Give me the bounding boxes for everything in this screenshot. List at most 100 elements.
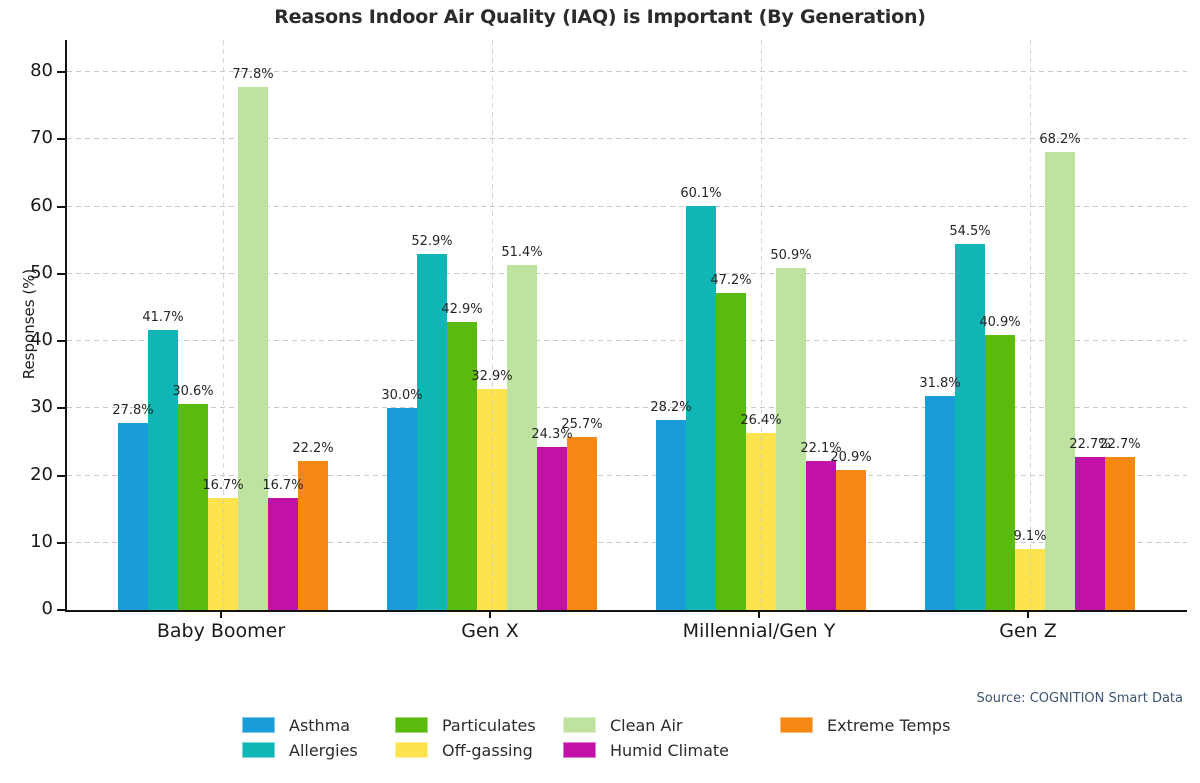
bar xyxy=(1045,151,1075,610)
legend-swatch xyxy=(242,742,275,758)
bar xyxy=(955,243,985,610)
bar-value-label: 54.5% xyxy=(949,223,991,239)
bar xyxy=(238,87,268,610)
bar-value-label: 22.7% xyxy=(1099,437,1141,453)
gridline-horizontal xyxy=(67,138,1187,140)
bar-value-label: 28.2% xyxy=(650,400,692,416)
y-tick-label: 0 xyxy=(41,598,53,619)
gridline-horizontal xyxy=(67,340,1187,342)
bar xyxy=(447,321,477,610)
bar-value-label: 68.2% xyxy=(1039,131,1081,147)
legend-item: Humid Climate xyxy=(563,740,780,760)
bar-value-label: 42.9% xyxy=(441,301,483,317)
legend-label: Off-gassing xyxy=(442,740,533,760)
bar xyxy=(268,497,298,610)
bar-value-label: 31.8% xyxy=(919,376,961,392)
y-tick-mark xyxy=(57,541,65,544)
legend-swatch xyxy=(242,717,275,733)
plot-area: 27.8% 41.7% 30.6% 16.7% 77.8% 16.7% 22.2% 30.0%… xyxy=(65,40,1187,612)
y-tick-mark xyxy=(57,609,65,611)
y-tick-label: 30 xyxy=(30,396,53,418)
legend-item: Clean Air xyxy=(563,715,780,735)
bar xyxy=(686,206,716,610)
legend-label: Clean Air xyxy=(610,715,683,735)
legend-swatch xyxy=(395,742,428,758)
legend-label: Asthma xyxy=(289,715,351,735)
legend-column: Particulates Off-gassing xyxy=(395,716,563,760)
legend-column: Clean Air Humid Climate xyxy=(563,715,780,760)
bar-value-label: 24.3% xyxy=(531,426,573,442)
bar xyxy=(716,292,746,610)
bar xyxy=(387,408,417,610)
legend-column: Asthma Allergies xyxy=(242,715,395,760)
bar-value-label: 20.9% xyxy=(830,449,872,465)
legend-swatch xyxy=(563,717,596,733)
bar-value-label: 77.8% xyxy=(232,67,274,83)
y-tick-label: 10 xyxy=(30,530,53,552)
bar xyxy=(806,461,836,610)
bar xyxy=(985,335,1015,610)
bar-value-label: 22.2% xyxy=(292,440,334,456)
bar xyxy=(507,264,537,610)
y-tick-label: 60 xyxy=(30,194,53,216)
gridline-vertical xyxy=(761,40,762,610)
bar-value-label: 26.4% xyxy=(740,412,782,428)
bar xyxy=(1105,457,1135,610)
bar-value-label: 27.8% xyxy=(112,403,154,419)
chart-title: Reasons Indoor Air Quality (IAQ) is Impo… xyxy=(274,6,926,28)
bar-value-label: 25.7% xyxy=(561,417,603,433)
bar xyxy=(178,404,208,610)
bar-value-label: 22.7% xyxy=(1069,437,1111,453)
bar-value-label: 40.9% xyxy=(979,315,1021,331)
gridline-horizontal xyxy=(67,407,1187,409)
gridline-vertical xyxy=(1030,40,1031,610)
x-tick-mark xyxy=(220,610,222,618)
bar-value-label: 30.0% xyxy=(381,388,423,404)
bar xyxy=(925,396,955,610)
gridline-vertical xyxy=(492,40,493,610)
bar xyxy=(118,423,148,610)
bar xyxy=(537,446,567,610)
bar xyxy=(298,460,328,610)
y-tick-label: 50 xyxy=(30,261,53,283)
legend-label: Humid Climate xyxy=(610,740,730,760)
gridline-horizontal xyxy=(67,205,1187,207)
source-note: Source: COGNITION Smart Data xyxy=(976,691,1183,706)
bar-value-label: 52.9% xyxy=(411,234,453,250)
legend-label: Extreme Temps xyxy=(827,715,951,735)
bar-value-label: 51.4% xyxy=(501,244,543,260)
y-tick-mark xyxy=(57,407,65,410)
legend-item: Off-gassing xyxy=(395,740,563,760)
y-tick-mark xyxy=(57,272,65,275)
bar xyxy=(836,469,866,610)
gridline-horizontal xyxy=(67,272,1187,274)
bar-value-label: 16.7% xyxy=(202,477,244,493)
y-tick-mark xyxy=(57,138,65,141)
x-tick-label: Gen Z xyxy=(999,620,1057,642)
bar xyxy=(776,267,806,610)
y-tick-mark xyxy=(57,474,65,477)
bar xyxy=(656,420,686,610)
y-tick-mark xyxy=(57,71,65,74)
y-tick-label: 70 xyxy=(30,127,53,149)
legend-column: Extreme Temps xyxy=(780,715,951,735)
bar-value-label: 47.2% xyxy=(710,272,752,288)
chart-legend: Asthma Allergies Particulates Off-gassing Cl… xyxy=(242,715,951,760)
bar-value-label: 50.9% xyxy=(770,247,812,263)
bar-value-label: 16.7% xyxy=(262,477,304,493)
x-tick-mark xyxy=(758,610,760,618)
legend-swatch xyxy=(780,717,813,733)
y-tick-label: 40 xyxy=(30,329,53,351)
bar xyxy=(417,254,447,610)
bar-value-label: 60.1% xyxy=(680,186,722,202)
legend-item: Particulates xyxy=(395,716,563,735)
legend-swatch xyxy=(563,742,596,758)
x-tick-label: Baby Boomer xyxy=(156,620,286,642)
x-tick-mark xyxy=(489,610,491,618)
y-tick-label: 80 xyxy=(30,60,53,82)
gridline-horizontal xyxy=(67,71,1187,73)
legend-label: Allergies xyxy=(289,740,358,760)
y-tick-mark xyxy=(57,340,65,343)
y-tick-label: 20 xyxy=(30,463,53,485)
